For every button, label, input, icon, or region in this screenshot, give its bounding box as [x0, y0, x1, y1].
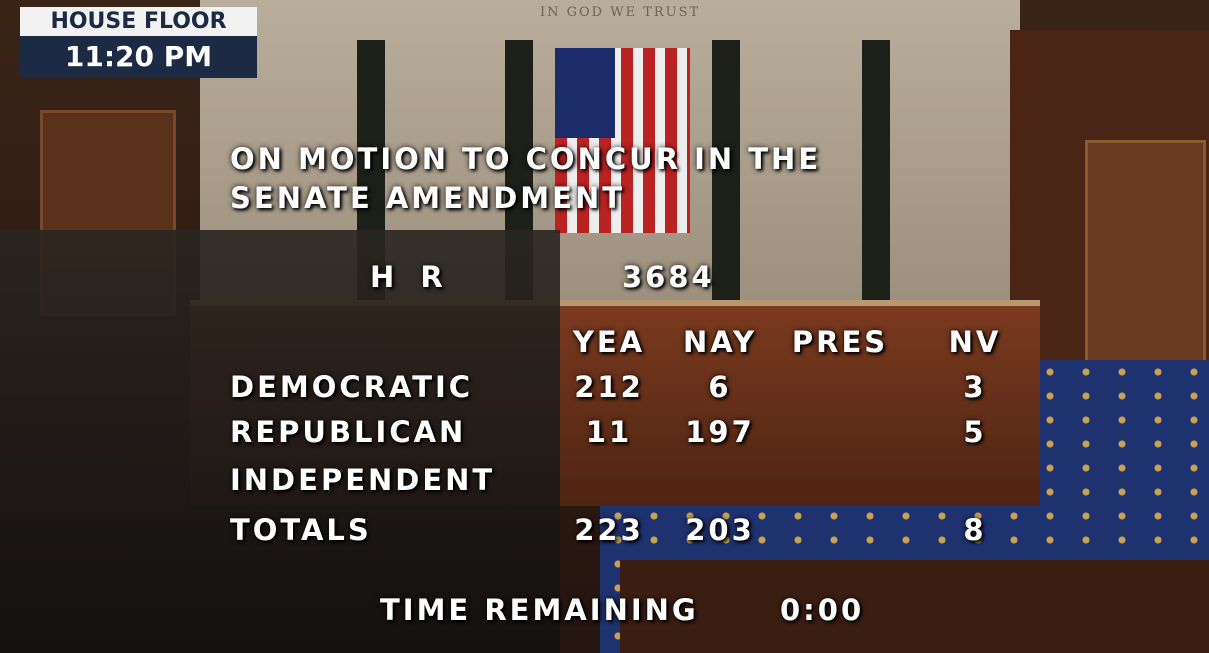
- benches: [620, 560, 1209, 653]
- header-time: 11:20 PM: [20, 36, 257, 78]
- vote-count: 203: [685, 516, 755, 545]
- party-label: REPUBLICAN: [230, 418, 466, 447]
- header-label: HOUSE FLOOR: [20, 7, 257, 36]
- column-header: YEA: [573, 328, 645, 357]
- motion-title: ON MOTION TO CONCUR IN THE: [230, 145, 821, 174]
- column-header: PRES: [792, 328, 888, 357]
- footer-time: 0:00: [780, 596, 864, 625]
- vote-count: 6: [708, 373, 731, 402]
- bill-number: 3684: [622, 263, 715, 292]
- vote-count: 3: [963, 373, 986, 402]
- column: [862, 40, 890, 310]
- vote-count: 212: [574, 373, 644, 402]
- page: IN GOD WE TRUST HOUSE FLOOR 11:20 PM ON …: [0, 0, 1209, 653]
- column-header: NAY: [683, 328, 757, 357]
- vote-count: 11: [586, 418, 632, 447]
- footer-label: TIME REMAINING: [380, 596, 699, 625]
- door: [1085, 140, 1206, 371]
- flag-canton: [555, 48, 615, 138]
- inscription: IN GOD WE TRUST: [540, 5, 730, 23]
- column-header: NV: [949, 328, 1002, 357]
- vote-count: 197: [685, 418, 755, 447]
- bill-prefix: H R: [370, 263, 451, 292]
- party-label: TOTALS: [230, 516, 372, 545]
- party-label: DEMOCRATIC: [230, 373, 473, 402]
- vote-count: 223: [574, 516, 644, 545]
- vote-count: 5: [963, 418, 986, 447]
- motion-title: SENATE AMENDMENT: [230, 184, 625, 213]
- vote-count: 8: [963, 516, 986, 545]
- party-label: INDEPENDENT: [230, 466, 495, 495]
